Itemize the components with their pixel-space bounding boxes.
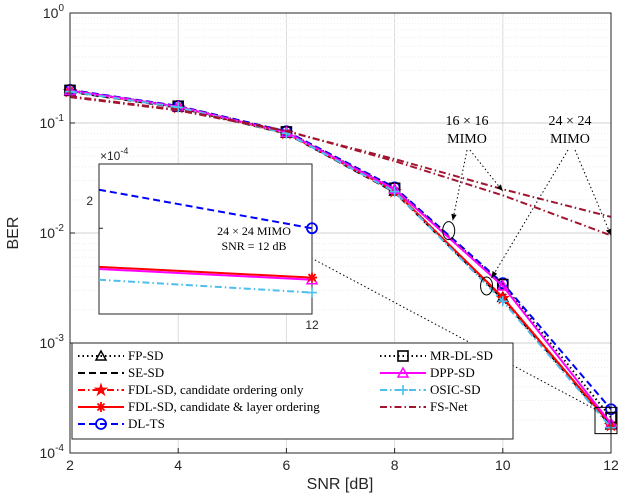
- pointer-head: [496, 184, 503, 192]
- zoom-box: [594, 406, 618, 435]
- y-tick-label: 10-4: [40, 443, 65, 461]
- inset-point: [307, 287, 317, 298]
- ellipse-16x16-ber: [442, 221, 456, 241]
- data-point: [173, 102, 184, 113]
- pointer-24x24-fsnet: [574, 149, 612, 236]
- pointer-line: [491, 149, 569, 279]
- legend-item: SE-SD: [78, 365, 164, 380]
- inset-series: [98, 188, 319, 314]
- legend-marker: [94, 349, 108, 361]
- x-tick-label: 4: [174, 457, 182, 473]
- pointer-16x16-fsnet: [469, 149, 504, 192]
- legend-label: DL-TS: [128, 416, 165, 431]
- inset-xtick: 12: [305, 318, 319, 332]
- inset-multiplier-base: ×10: [100, 149, 121, 163]
- tick-labels: 2 4 6 8 10 12 100 10-1 10-2 10-3 10-4: [40, 3, 618, 473]
- legend-label: FP-SD: [128, 348, 163, 363]
- y-tick-label: 10-1: [40, 113, 65, 131]
- legend-box: [71, 342, 514, 440]
- inset-plot: ×10-4 2 12 24 × 24 MIMO SNR = 12 dB: [86, 146, 319, 332]
- legend-item: FDL-SD, candidate ordering only: [78, 382, 304, 397]
- x-tick-label: 6: [283, 457, 291, 473]
- legend-marker: [96, 402, 106, 412]
- legend-label: MR-DL-SD: [430, 348, 493, 363]
- annotations: 16 × 16 MIMO 24 × 24 MIMO: [299, 114, 618, 435]
- legend-item: FS-Net: [380, 399, 468, 414]
- annotation-24x24-line1: 24 × 24: [549, 114, 592, 129]
- legend-item: OSIC-SD: [380, 382, 481, 397]
- inset-frame: [98, 163, 313, 315]
- inset-point: [307, 272, 317, 283]
- legend-items: FP-SD SE-SD FDL-SD, candidate ordering onl…: [78, 348, 493, 431]
- legend-item: DL-TS: [78, 416, 165, 431]
- pointer-head: [451, 213, 457, 221]
- x-tick-label: 2: [66, 457, 74, 473]
- annotation-pointers: [299, 149, 618, 435]
- x-tick-label: 8: [391, 457, 399, 473]
- pointer-16x16-ber: [451, 149, 468, 221]
- legend-marker: [93, 382, 109, 397]
- pointer-line: [469, 149, 504, 192]
- inset-line: [98, 278, 313, 294]
- legend: FP-SD SE-SD FDL-SD, candidate ordering onl…: [71, 342, 514, 440]
- legend-marker: [396, 366, 410, 378]
- inset-note-line2: SNR = 12 dB: [221, 239, 286, 253]
- legend-label: FDL-SD, candidate ordering only: [128, 382, 304, 397]
- pointer-24x24-ber: [491, 149, 569, 279]
- y-tick-label: 10-3: [40, 333, 65, 351]
- inset-note-line1: 24 × 24 MIMO: [217, 224, 291, 238]
- inset-multiplier-exp: -4: [120, 146, 128, 156]
- series-fs-net-24x24: [69, 96, 612, 218]
- y-axis-label: BER: [5, 217, 22, 250]
- legend-item: MR-DL-SD: [380, 348, 493, 363]
- pointer-line: [574, 149, 612, 236]
- inset-line: [98, 268, 313, 281]
- legend-marker: [95, 418, 107, 430]
- inset-line: [98, 265, 313, 279]
- pointer-head: [605, 228, 612, 236]
- legend-label: SE-SD: [128, 365, 164, 380]
- inset-ytick: 2: [86, 194, 93, 208]
- annotation-16x16-line1: 16 × 16: [446, 114, 489, 129]
- ellipse-24x24-ber: [480, 276, 494, 296]
- legend-label: OSIC-SD: [430, 382, 481, 397]
- y-tick-label: 10-2: [40, 223, 65, 241]
- legend-marker: [398, 385, 408, 395]
- annotation-24x24-line2: MIMO: [550, 132, 590, 147]
- legend-item: FP-SD: [78, 348, 163, 363]
- y-tick-label: 100: [43, 3, 65, 21]
- series-line: [69, 90, 612, 429]
- legend-label: FS-Net: [430, 399, 468, 414]
- x-tick-label: 12: [603, 457, 618, 473]
- legend-item: FDL-SD, candidate & layer ordering: [78, 399, 320, 414]
- pointer-line: [452, 149, 468, 221]
- inset-line: [98, 188, 313, 230]
- data-point: [497, 296, 508, 307]
- pointer-head: [491, 271, 498, 278]
- annotation-16x16-line2: MIMO: [447, 132, 487, 147]
- inset-multiplier: ×10-4: [100, 146, 128, 163]
- legend-item: DPP-SD: [380, 365, 475, 380]
- series-line: [69, 96, 612, 218]
- legend-label: DPP-SD: [430, 365, 475, 380]
- legend-label: FDL-SD, candidate & layer ordering: [128, 399, 320, 414]
- inset-point: [306, 222, 318, 235]
- legend-marker: [397, 350, 409, 362]
- x-axis-label: SNR [dB]: [307, 476, 374, 493]
- x-tick-label: 10: [495, 457, 511, 473]
- data-point: [496, 279, 510, 291]
- data-point: [389, 186, 400, 197]
